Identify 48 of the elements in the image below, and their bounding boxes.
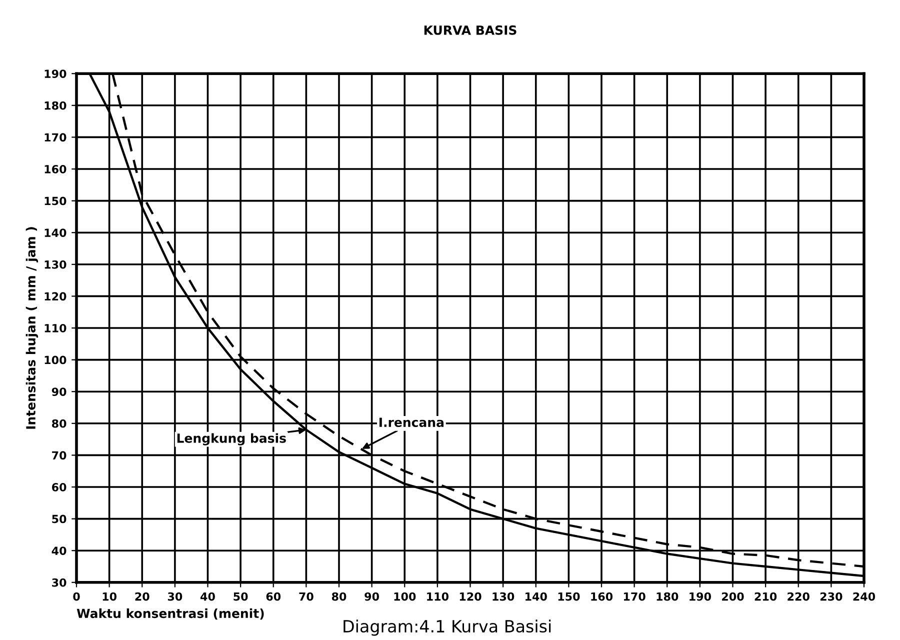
x-tick-label: 20 — [135, 592, 150, 601]
x-tick-label: 10 — [102, 592, 117, 601]
y-tick-label: 180 — [44, 101, 66, 110]
y-axis-title: Intensitas hujan ( mm / jam ) — [26, 227, 38, 429]
y-tick-label: 160 — [44, 164, 66, 174]
x-tick-label: 60 — [266, 592, 281, 601]
x-tick-label: 210 — [754, 592, 777, 601]
x-tick-label: 220 — [788, 592, 810, 601]
x-tick-label: 180 — [656, 592, 678, 601]
chart-title: KURVA BASIS — [424, 25, 516, 35]
y-tick-label: 170 — [44, 133, 66, 142]
y-tick-label: 30 — [52, 578, 66, 587]
y-tick-label: 60 — [52, 482, 66, 492]
x-tick-label: 170 — [624, 592, 646, 601]
y-tick-label: 90 — [52, 388, 66, 396]
y-tick-label: 70 — [52, 451, 66, 460]
x-tick-label: 230 — [820, 592, 842, 601]
x-tick-label: 0 — [73, 592, 80, 601]
annotation: I.rencana — [380, 418, 444, 428]
y-tick-label: 120 — [44, 292, 66, 301]
x-tick-label: 50 — [234, 592, 248, 601]
x-tick-label: 70 — [299, 592, 314, 601]
x-tick-label: 200 — [722, 592, 744, 601]
x-tick-label: 80 — [332, 592, 346, 601]
y-tick-label: 40 — [52, 546, 66, 555]
x-tick-label: 40 — [200, 592, 215, 601]
y-tick-label: 100 — [44, 356, 66, 364]
annotation: Lengkung basis — [177, 433, 286, 446]
x-tick-label: 110 — [427, 592, 449, 601]
x-tick-label: 30 — [168, 592, 182, 601]
x-axis-title: Waktu konsentrasi (menit) — [76, 608, 264, 620]
x-tick-label: 130 — [492, 592, 514, 601]
x-tick-label: 100 — [394, 592, 416, 601]
text: Diagram:4.1 Kurva Basisi — [344, 620, 551, 636]
y-tick-label: 80 — [52, 419, 66, 428]
y-tick-label: 110 — [44, 324, 66, 332]
y-tick-label: 140 — [44, 228, 66, 237]
x-tick-label: 160 — [591, 592, 613, 601]
x-tick-label: 140 — [526, 592, 547, 601]
x-tick-label: 240 — [853, 592, 876, 601]
x-tick-label: 120 — [460, 592, 482, 601]
x-tick-label: 150 — [558, 592, 580, 601]
y-tick-label: 190 — [44, 70, 66, 78]
x-tick-label: 190 — [690, 592, 712, 601]
y-tick-label: 50 — [52, 514, 66, 524]
y-tick-label: 130 — [44, 260, 66, 269]
x-tick-label: 90 — [364, 592, 380, 601]
y-tick-label: 150 — [44, 196, 66, 206]
